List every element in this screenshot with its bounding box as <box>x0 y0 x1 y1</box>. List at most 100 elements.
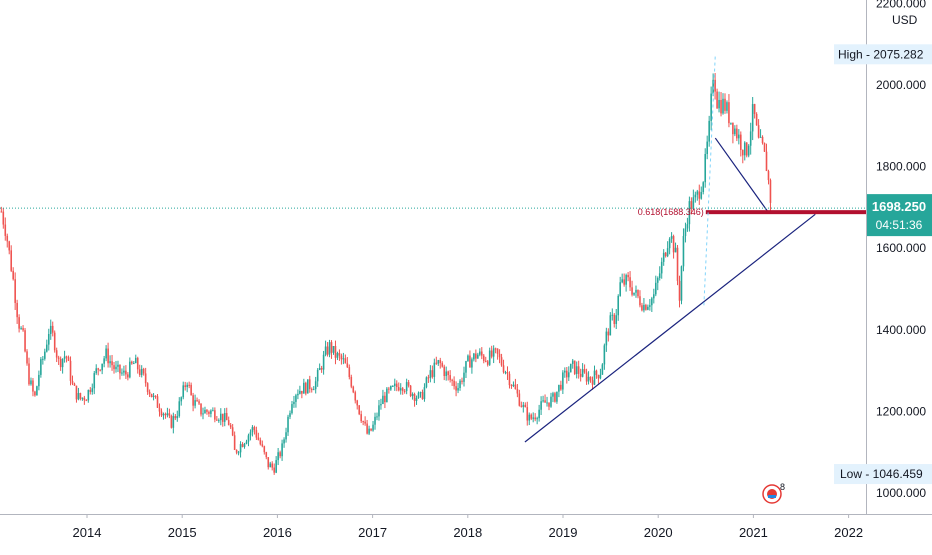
candle[interactable] <box>146 382 149 395</box>
candle[interactable] <box>660 257 663 279</box>
candle[interactable] <box>257 432 260 441</box>
candle[interactable] <box>352 385 355 394</box>
candle[interactable] <box>645 303 647 311</box>
candle[interactable] <box>639 290 641 308</box>
candle[interactable] <box>451 378 453 386</box>
candle[interactable] <box>542 395 544 403</box>
candle[interactable] <box>625 273 627 292</box>
candle[interactable] <box>498 349 501 364</box>
candle[interactable] <box>87 389 90 403</box>
candle[interactable] <box>718 91 720 113</box>
candle[interactable] <box>121 368 123 376</box>
candle[interactable] <box>712 73 714 97</box>
candle[interactable] <box>358 404 360 416</box>
candle[interactable] <box>322 350 325 375</box>
candle[interactable] <box>328 339 331 358</box>
candle[interactable] <box>564 367 566 378</box>
candle[interactable] <box>65 355 68 363</box>
candle[interactable] <box>690 197 693 215</box>
candle[interactable] <box>202 407 204 420</box>
candle[interactable] <box>423 383 426 402</box>
candle[interactable] <box>348 364 351 380</box>
candle[interactable] <box>747 144 750 158</box>
candle[interactable] <box>633 292 635 296</box>
candle[interactable] <box>44 348 46 361</box>
candle[interactable] <box>172 412 175 434</box>
candle[interactable] <box>218 418 220 423</box>
candle[interactable] <box>176 410 179 422</box>
candle[interactable] <box>184 381 187 391</box>
candle[interactable] <box>221 413 224 427</box>
candle[interactable] <box>508 371 511 389</box>
candle[interactable] <box>488 347 491 366</box>
candle[interactable] <box>28 357 30 386</box>
candle[interactable] <box>433 358 436 384</box>
candle[interactable] <box>55 347 58 363</box>
candle[interactable] <box>591 376 594 390</box>
drop-trendline[interactable] <box>714 137 769 212</box>
candle[interactable] <box>251 425 254 437</box>
candle[interactable] <box>753 103 756 119</box>
candle[interactable] <box>20 326 22 330</box>
candle[interactable] <box>316 368 319 387</box>
candle[interactable] <box>556 391 558 404</box>
candle[interactable] <box>305 381 307 396</box>
candle[interactable] <box>631 280 633 297</box>
candle[interactable] <box>233 431 236 451</box>
candle[interactable] <box>265 451 268 460</box>
candle[interactable] <box>192 392 194 412</box>
candle[interactable] <box>109 355 111 368</box>
candle[interactable] <box>269 461 272 468</box>
candle[interactable] <box>231 423 234 437</box>
candle[interactable] <box>540 396 542 416</box>
candle[interactable] <box>194 394 196 409</box>
candle[interactable] <box>522 401 525 413</box>
candle[interactable] <box>111 354 113 371</box>
candle[interactable] <box>530 413 533 421</box>
candle[interactable] <box>482 353 485 364</box>
candle[interactable] <box>160 408 163 417</box>
candle[interactable] <box>698 184 701 205</box>
candle[interactable] <box>724 93 726 114</box>
candle[interactable] <box>253 425 256 435</box>
candle[interactable] <box>69 356 72 386</box>
candle[interactable] <box>627 272 629 282</box>
candle[interactable] <box>346 357 349 368</box>
candle[interactable] <box>743 141 746 161</box>
candle[interactable] <box>562 370 564 395</box>
candle[interactable] <box>459 379 461 391</box>
candle[interactable] <box>480 347 483 360</box>
candle[interactable] <box>510 384 513 389</box>
candle[interactable] <box>150 393 153 398</box>
candle[interactable] <box>656 276 659 291</box>
candle[interactable] <box>223 408 226 427</box>
candle[interactable] <box>619 276 621 297</box>
candle[interactable] <box>415 395 418 405</box>
candle[interactable] <box>668 237 671 255</box>
candle[interactable] <box>479 348 481 357</box>
candle[interactable] <box>291 400 293 415</box>
candle[interactable] <box>611 308 614 321</box>
fib-level-line[interactable] <box>705 210 866 215</box>
candle[interactable] <box>97 367 100 376</box>
candle[interactable] <box>445 366 447 381</box>
candle[interactable] <box>6 233 9 248</box>
candle[interactable] <box>708 115 710 147</box>
candle[interactable] <box>16 299 18 324</box>
candle[interactable] <box>599 368 602 380</box>
candle[interactable] <box>702 181 705 195</box>
candle[interactable] <box>101 363 103 375</box>
candle[interactable] <box>455 381 457 397</box>
candle[interactable] <box>117 360 119 373</box>
candle[interactable] <box>397 382 400 392</box>
candle[interactable] <box>267 457 270 470</box>
candle[interactable] <box>32 378 34 397</box>
candle[interactable] <box>477 352 479 359</box>
candle[interactable] <box>427 374 430 383</box>
candle[interactable] <box>601 363 604 375</box>
candle[interactable] <box>641 302 643 312</box>
candle[interactable] <box>24 328 26 353</box>
candle[interactable] <box>506 366 509 380</box>
candle[interactable] <box>53 330 56 353</box>
candle[interactable] <box>581 363 584 378</box>
